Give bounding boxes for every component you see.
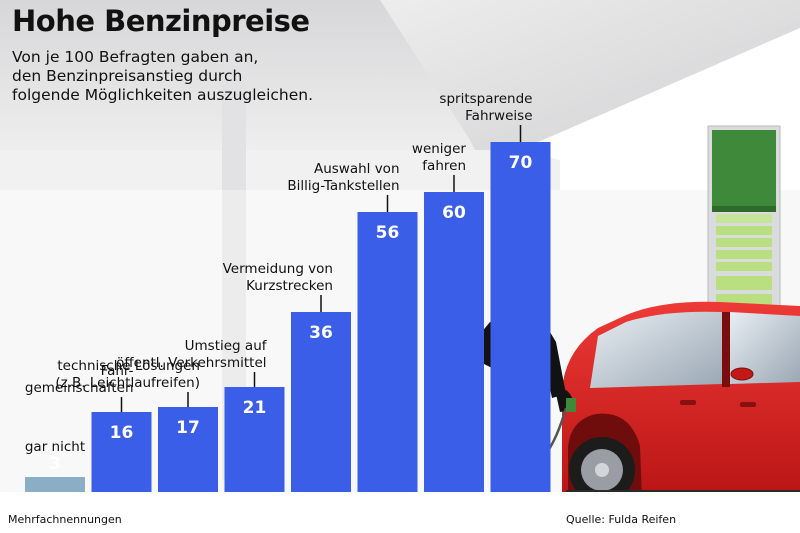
- bar: [224, 387, 285, 492]
- bar: [424, 192, 484, 492]
- category-label: Auswahl von: [314, 161, 400, 177]
- bar: [25, 477, 85, 492]
- value-label: 60: [442, 203, 466, 223]
- subtitle-line: Von je 100 Befragten gaben an,: [12, 48, 259, 66]
- red-car-illustration: [562, 301, 800, 503]
- ground: [0, 492, 800, 533]
- leader-lines: [120, 125, 522, 412]
- bar: [91, 412, 152, 492]
- category-label: Kurzstrecken: [246, 278, 333, 294]
- category-label: technische Lösungen: [57, 358, 200, 374]
- value-label: 70: [509, 153, 533, 173]
- subtitle-line: folgende Möglichkeiten auszugleichen.: [12, 86, 314, 104]
- bar: [291, 312, 351, 492]
- bar-series: [25, 142, 551, 492]
- category-label: (z.B. Leichtlaufreifen): [55, 375, 200, 391]
- category-label: gar nicht: [25, 439, 85, 455]
- value-label: 36: [309, 323, 333, 343]
- bar: [158, 407, 218, 492]
- roof-underside: [0, 150, 560, 190]
- source-note: Quelle: Fulda Reifen: [566, 513, 677, 526]
- category-label: gemeinschaften: [25, 380, 134, 396]
- value-label: 16: [110, 423, 134, 443]
- category-label: Fahrweise: [465, 108, 532, 124]
- station-roof: [380, 0, 800, 160]
- pump-nozzle: [566, 398, 576, 412]
- subtitle: Von je 100 Befragten gaben an, den Benzi…: [12, 48, 372, 105]
- value-label: 21: [243, 398, 267, 418]
- footnote: Mehrfachnennungen: [8, 513, 122, 526]
- bar: [357, 212, 418, 492]
- category-label: Vermeidung von: [223, 261, 333, 277]
- value-label: 3: [49, 454, 61, 474]
- category-label: Fahr-: [101, 363, 134, 379]
- page-title: Hohe Benzinpreise: [12, 4, 310, 38]
- value-labels: 3 16 17 21 36 56 60 70: [49, 153, 532, 474]
- value-label: 17: [176, 418, 200, 438]
- category-label: weniger: [412, 141, 467, 157]
- bar: [490, 142, 551, 492]
- value-label: 56: [376, 223, 400, 243]
- category-label: fahren: [422, 158, 466, 174]
- category-label: Umstieg auf: [185, 338, 268, 354]
- category-label: Billig-Tankstellen: [287, 178, 399, 194]
- category-label: öffentl. Verkehrsmittel: [116, 355, 266, 371]
- category-label: spritsparende: [439, 91, 532, 107]
- subtitle-line: den Benzinpreisanstieg durch: [12, 67, 243, 85]
- category-labels: gar nicht Fahr-gemeinschaften technische L…: [25, 91, 533, 455]
